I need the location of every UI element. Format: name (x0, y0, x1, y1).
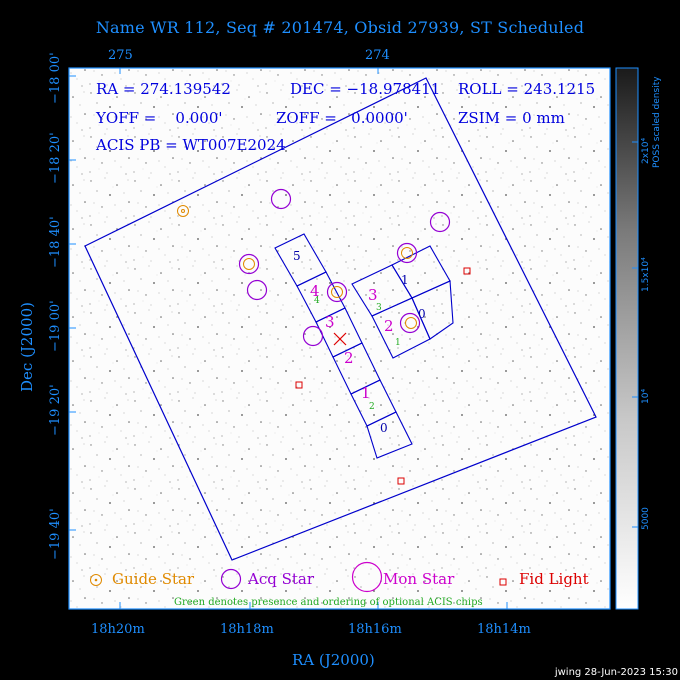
optional-chip-number: 1 (395, 338, 401, 348)
chip-label-i1: 1 (401, 273, 409, 287)
plot-frame (68, 67, 611, 610)
legend-mon-icon (351, 561, 383, 593)
legend-note: Green denotes presence and ordering of o… (174, 597, 483, 608)
target-marker (333, 332, 347, 346)
acis-i-chips (351, 245, 454, 359)
legend-fid-icon (499, 578, 507, 586)
footer-timestamp: jwing 28-Jun-2023 15:30 (554, 667, 678, 678)
legend-acq-label: Acq Star (248, 570, 315, 588)
guide-stars (177, 205, 417, 329)
chip-label-0: 0 (380, 421, 388, 435)
colorbar-title: POSS scaled density (652, 76, 662, 168)
colorbar-tick-5000: 5000 (641, 507, 651, 530)
optional-chip-number: 4 (314, 296, 320, 306)
info-ra: RA = 274.139542 (96, 80, 231, 98)
plot-title: Name WR 112, Seq # 201474, Obsid 27939, … (95, 18, 585, 37)
legend-guide-icon (90, 574, 102, 586)
top-axis-tick-274: 274 (365, 48, 390, 63)
colorbar-tick-1e4: 10⁴ (641, 388, 651, 404)
colorbar-tick-2e4: 2x10⁴ (641, 137, 651, 164)
legend-guide-label: Guide Star (112, 570, 195, 588)
optional-chip-number: 3 (376, 303, 382, 313)
colorbar-tick-1p5e4: 1.5x10⁴ (641, 257, 651, 292)
optional-chip-number: 2 (369, 402, 375, 412)
chip-label-i2: 2 (384, 317, 394, 335)
chip-label-1: 1 (361, 384, 371, 402)
bottom-axis-tick-18h14m: 18h14m (477, 622, 531, 637)
info-roll: ROLL = 243.1215 (458, 80, 596, 98)
legend-acq-icon (220, 568, 242, 590)
colorbar-ticks (632, 141, 638, 528)
x-axis-title: RA (J2000) (292, 651, 375, 669)
top-axis-tick-275: 275 (108, 48, 133, 63)
acq-stars (238, 188, 451, 347)
chip-label-i0: 0 (418, 307, 426, 321)
colorbar (615, 67, 639, 610)
chip-label-2: 2 (344, 349, 354, 367)
info-acis-pb: ACIS PB = WT007E2024 (96, 136, 286, 154)
info-zoff: ZOFF = 0.0000' (276, 109, 408, 127)
bottom-axis-tick-18h16m: 18h16m (348, 622, 402, 637)
bottom-axis-tick-18h18m: 18h18m (220, 622, 274, 637)
axis-ticks (69, 68, 508, 609)
chip-label-i3: 3 (368, 286, 378, 304)
info-yoff: YOFF = 0.000' (96, 109, 223, 127)
bottom-axis-tick-18h20m: 18h20m (91, 622, 145, 637)
fid-lights (295, 267, 471, 485)
legend-symbols (90, 561, 507, 593)
info-dec: DEC = −18.978411 (290, 80, 441, 98)
acis-s-chips (274, 233, 413, 459)
chip-label-4: 4 (310, 282, 320, 300)
info-zsim: ZSIM = 0 mm (458, 109, 565, 127)
legend-mon-label: Mon Star (383, 570, 455, 588)
chip-label-3: 3 (325, 313, 335, 331)
chip-label-5: 5 (293, 249, 301, 263)
field-of-view-outline (84, 77, 597, 561)
legend-fid-label: Fid Light (519, 570, 589, 588)
